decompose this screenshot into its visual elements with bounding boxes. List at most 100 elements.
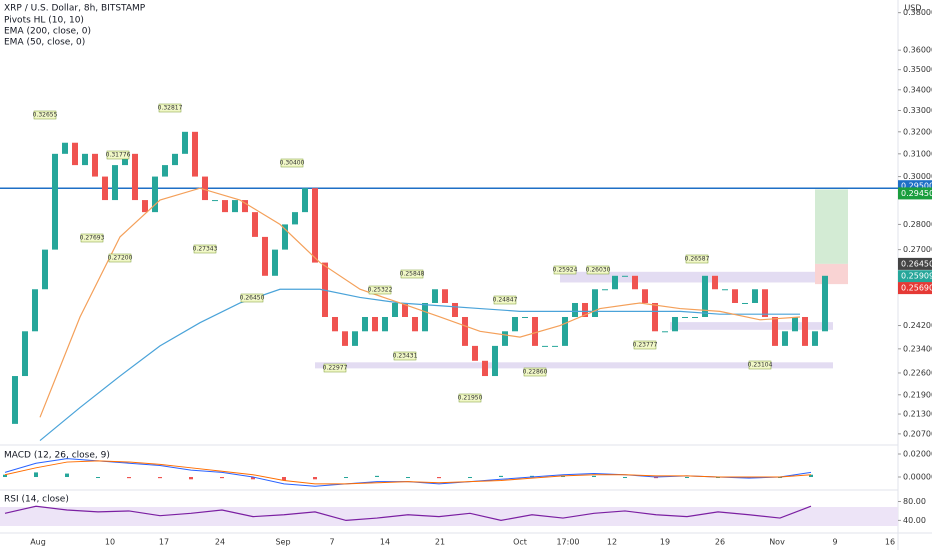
candle — [582, 302, 588, 317]
macd-line — [4, 460, 812, 485]
candle — [262, 236, 268, 276]
candle — [332, 316, 338, 332]
x-tick-label: 21 — [435, 538, 445, 547]
candle — [412, 316, 418, 332]
candle — [562, 316, 568, 346]
candle — [162, 165, 168, 177]
pivot-label: 0.23777 — [633, 342, 658, 349]
pivot-box — [280, 158, 304, 168]
y-tick-label: 0.00000 — [903, 473, 932, 482]
candle — [272, 249, 278, 276]
pivot-box — [33, 110, 57, 120]
zone — [560, 271, 815, 283]
candle — [672, 316, 678, 332]
candle — [182, 131, 188, 154]
candle — [292, 212, 298, 225]
pivot-label: 0.24847 — [493, 297, 518, 304]
candle — [62, 142, 68, 154]
candle — [312, 188, 318, 263]
macd-histogram — [375, 475, 379, 478]
price-badge-label: 0.25690 — [901, 284, 932, 293]
pivot-box — [193, 244, 217, 254]
candle — [612, 275, 618, 290]
candle — [722, 289, 728, 291]
macd-histogram — [437, 477, 441, 479]
zone — [670, 322, 833, 330]
pivot-label: 0.27693 — [80, 235, 105, 242]
indicator: EMA (200, close, 0) — [4, 27, 91, 37]
candle — [742, 302, 748, 304]
candle — [132, 153, 138, 201]
pivot-label: 0.27343 — [193, 246, 218, 253]
y-tick-label: 0.20700 — [903, 429, 932, 438]
price-badge-label: 0.25909 — [901, 272, 932, 281]
candle — [442, 289, 448, 303]
pivot-label: 0.32655 — [33, 112, 58, 119]
candle — [302, 188, 308, 213]
pivot-box — [553, 265, 577, 275]
x-tick-label: 10 — [105, 538, 115, 547]
candle — [472, 345, 478, 361]
macd-histogram — [344, 477, 348, 479]
x-tick-label: Sep — [275, 538, 290, 547]
candle — [602, 289, 608, 291]
currency: USD — [904, 4, 921, 13]
candle — [762, 289, 768, 317]
macd-histogram — [282, 477, 286, 481]
pivot-label: 0.27200 — [108, 255, 133, 262]
candle — [12, 376, 18, 424]
pivot-label: 0.31776 — [106, 152, 131, 159]
symbol-title: XRP / U.S. Dollar, 8h, BITSTAMP — [4, 4, 146, 14]
candle — [712, 275, 718, 290]
ema-line — [39, 187, 801, 418]
candle — [242, 200, 248, 213]
macd-histogram — [127, 477, 131, 479]
macd-histogram — [809, 474, 813, 478]
candle — [172, 153, 178, 166]
pivot-box — [158, 103, 182, 113]
price-badge — [898, 187, 932, 200]
pivot-label: 0.30400 — [280, 160, 305, 167]
candle — [572, 302, 578, 317]
candle — [252, 212, 258, 237]
macd-histogram — [158, 477, 162, 479]
pivot-label: 0.25848 — [400, 271, 425, 278]
macd-histogram — [220, 477, 224, 479]
candle — [642, 289, 648, 303]
candle — [702, 275, 708, 317]
pivot-label: 0.21950 — [458, 395, 483, 402]
pivot-box — [400, 269, 424, 279]
price-badge — [898, 270, 932, 283]
candle — [232, 200, 238, 213]
x-tick-label: 9 — [832, 538, 837, 547]
candle — [112, 165, 118, 201]
pivot-label: 0.32817 — [158, 105, 183, 112]
macd-histogram — [96, 477, 100, 479]
macd-histogram — [530, 475, 534, 478]
pivot-label: 0.22860 — [523, 369, 548, 376]
candle — [732, 289, 738, 303]
pivot-box — [523, 367, 547, 377]
candle — [452, 302, 458, 317]
candle — [622, 275, 628, 277]
candle — [682, 316, 688, 318]
candle — [42, 249, 48, 290]
candle — [22, 331, 28, 377]
pivot-label: 0.26450 — [240, 295, 265, 302]
candle — [652, 302, 658, 332]
rsi-line — [4, 505, 812, 522]
price-badge-label: 0.29450 — [901, 189, 932, 198]
pivot-box — [586, 265, 610, 275]
x-tick-label: 19 — [660, 538, 670, 547]
candle — [822, 275, 828, 332]
candle — [502, 331, 508, 346]
stop-zone — [815, 263, 848, 285]
pivot-box — [323, 363, 347, 373]
